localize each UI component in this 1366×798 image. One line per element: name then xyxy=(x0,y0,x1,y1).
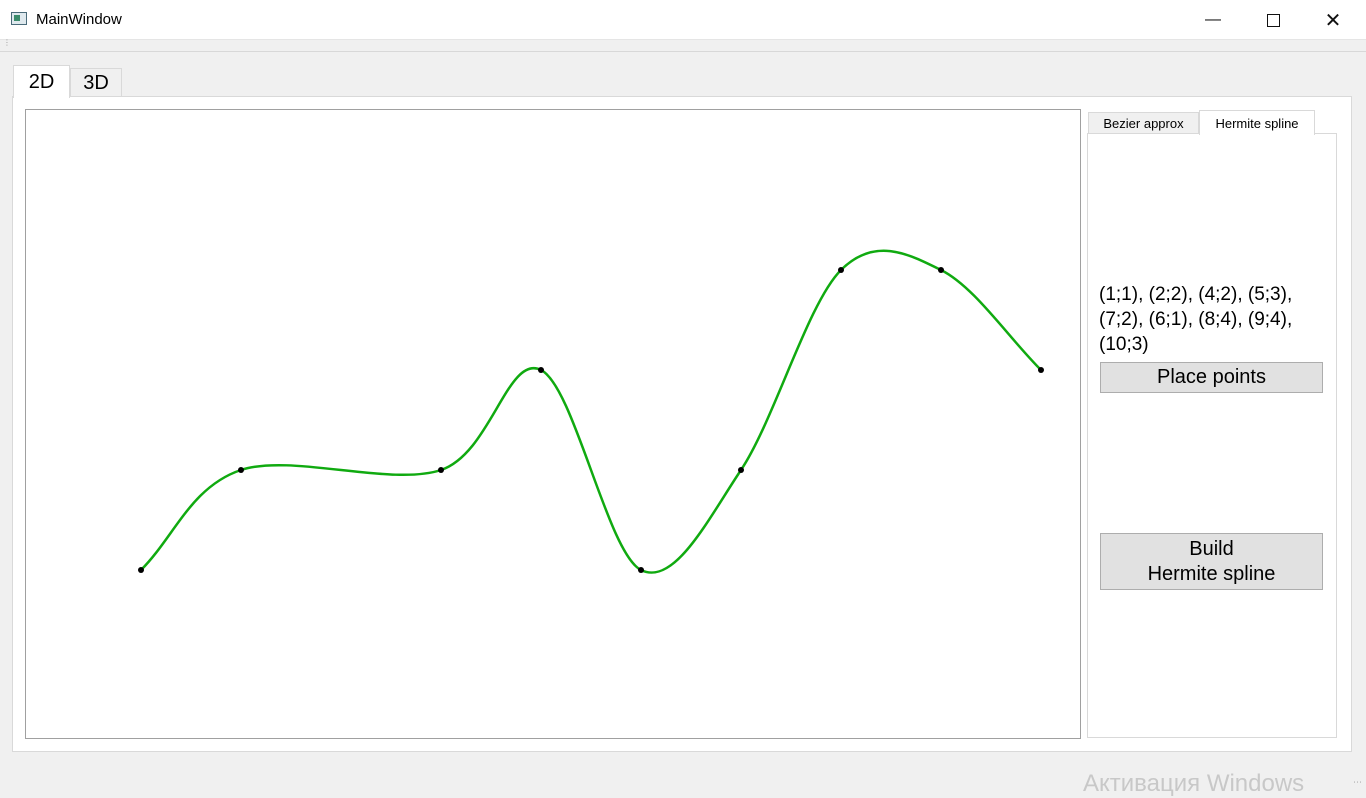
tab-hermite-spline-label: Hermite spline xyxy=(1215,115,1299,131)
control-point[interactable] xyxy=(538,367,544,373)
tab-bezier-approx-label: Bezier approx xyxy=(1103,116,1184,131)
tab-2d-label: 2D xyxy=(28,70,55,93)
title-bar: MainWindow — ✕ xyxy=(0,0,1366,40)
minimize-button[interactable]: — xyxy=(1183,0,1243,40)
tab-bezier-approx[interactable]: Bezier approx xyxy=(1088,112,1199,134)
activation-watermark: Активация Windows xyxy=(1083,770,1305,797)
tab-3d[interactable]: 3D xyxy=(70,68,122,97)
minimize-icon: — xyxy=(1205,11,1221,28)
control-point[interactable] xyxy=(638,567,644,573)
control-point[interactable] xyxy=(738,467,744,473)
tab-2d[interactable]: 2D xyxy=(13,65,70,98)
control-point[interactable] xyxy=(438,467,444,473)
tab-hermite-spline[interactable]: Hermite spline xyxy=(1199,110,1315,135)
control-point[interactable] xyxy=(138,567,144,573)
close-button[interactable]: ✕ xyxy=(1303,0,1363,40)
tab-3d-label: 3D xyxy=(83,71,109,94)
resize-grip-icon[interactable]: ⋯ xyxy=(1353,777,1362,787)
grip-icon[interactable]: ⋮ xyxy=(3,38,11,47)
build-hermite-spline-button[interactable]: Build Hermite spline xyxy=(1100,533,1323,590)
plot-canvas[interactable] xyxy=(25,109,1081,739)
toolbar-strip: ⋮ xyxy=(0,38,1366,52)
hermite-plot xyxy=(138,249,1044,574)
close-icon: ✕ xyxy=(1324,9,1342,32)
points-list: (1;1), (2;2), (4;2), (5;3), (7;2), (6;1)… xyxy=(1099,284,1293,355)
control-point[interactable] xyxy=(938,267,944,273)
control-point[interactable] xyxy=(1038,367,1044,373)
control-point[interactable] xyxy=(838,267,844,273)
control-point[interactable] xyxy=(238,467,244,473)
app-icon xyxy=(11,12,27,25)
maximize-icon xyxy=(1266,13,1280,27)
maximize-button[interactable] xyxy=(1243,0,1303,40)
hermite-curve xyxy=(140,249,1042,574)
place-points-button[interactable]: Place points xyxy=(1100,362,1323,393)
hermite-panel xyxy=(1087,133,1337,738)
window-title: MainWindow xyxy=(36,11,122,28)
